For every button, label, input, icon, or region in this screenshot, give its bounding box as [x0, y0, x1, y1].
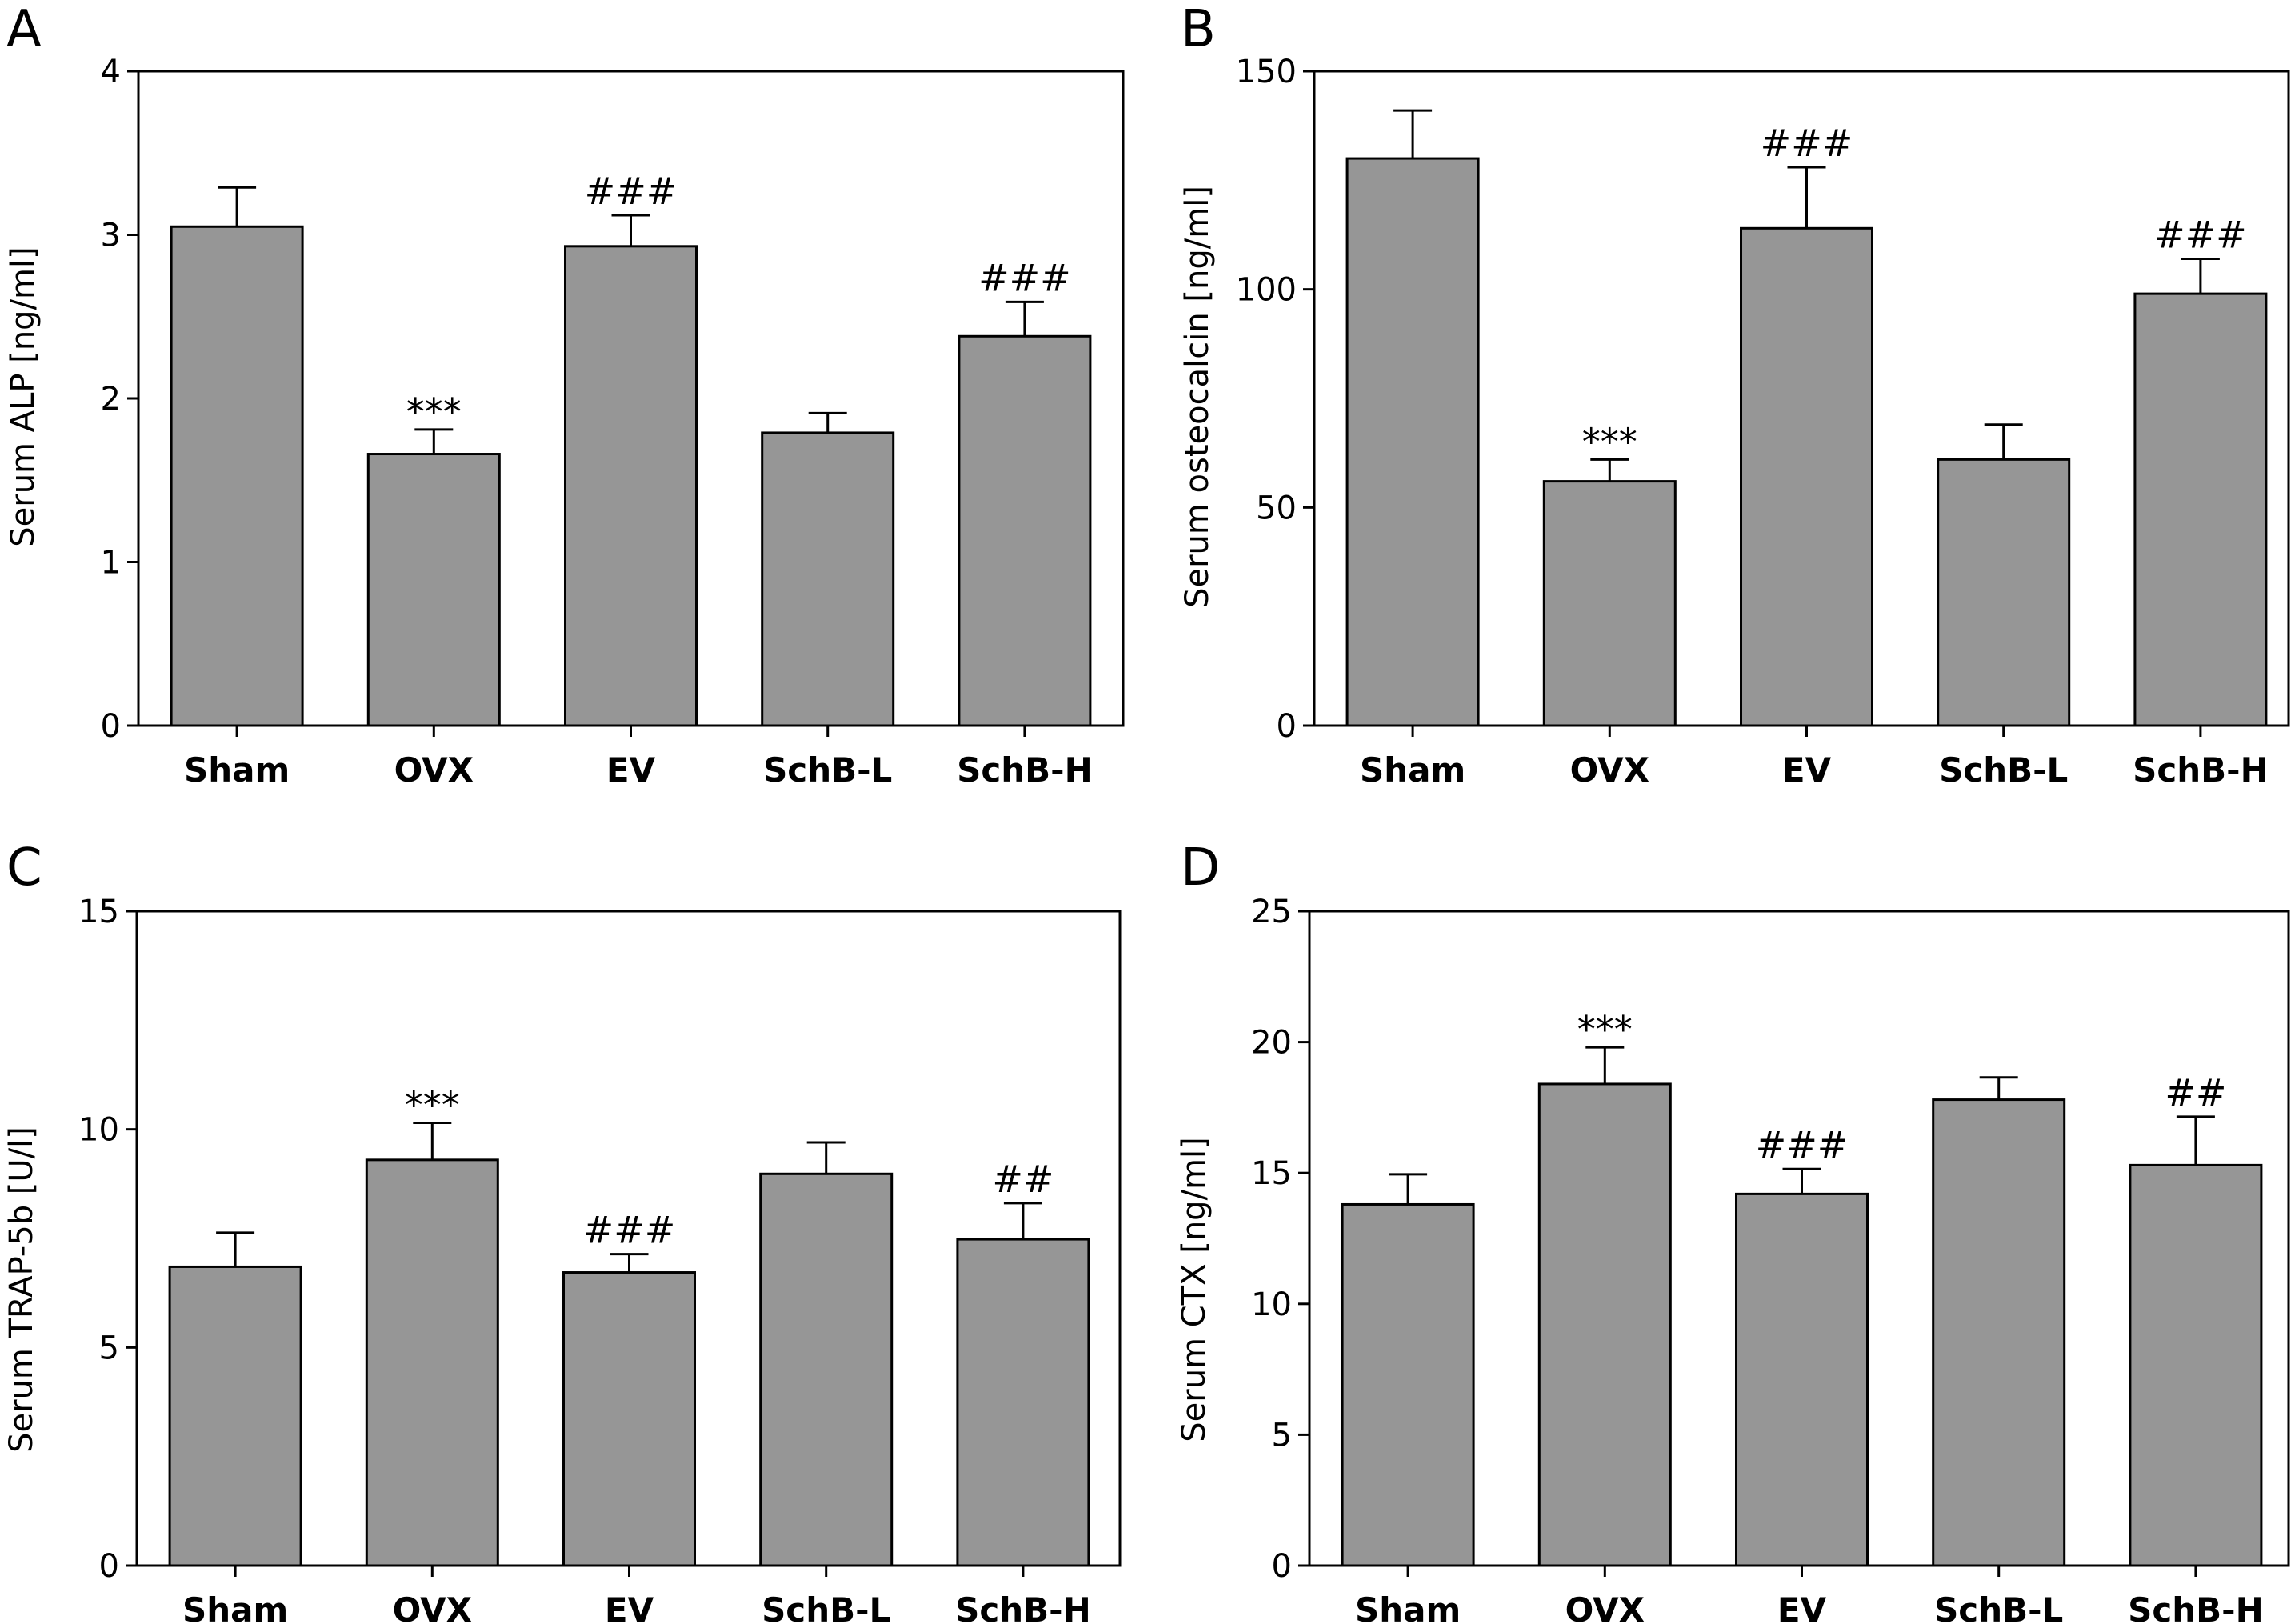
significance-label: ### [583, 1209, 676, 1252]
plot-area-a: 0 1 2 3 4 Sham OVX *** EV ### SchB-L SchB-H ### [101, 54, 1125, 790]
x-tick-label: OVX [1565, 1590, 1645, 1624]
significance-label: ### [585, 170, 678, 213]
bar [1937, 458, 2071, 727]
y-tick-label: 4 [101, 54, 121, 90]
bar [761, 431, 895, 727]
bar [1542, 480, 1677, 727]
bar [562, 1271, 696, 1567]
y-tick-label: 0 [99, 1548, 119, 1585]
bar [956, 1238, 1090, 1567]
x-tick-label: Sham [184, 750, 290, 790]
x-tick-label: OVX [394, 750, 474, 790]
panel-letter-d: D [1181, 838, 1220, 898]
panel-a: A Serum ALP [ng/ml] 0 1 2 3 4 Sham OVX *** EV ###… [5, 0, 1125, 790]
bar [958, 334, 1092, 727]
y-axis-title-c: Serum TRAP-5b [U/l] [3, 1126, 40, 1453]
y-tick-label: 10 [1251, 1286, 1292, 1323]
y-tick-label: 15 [1251, 1155, 1292, 1192]
x-tick-label: Sham [182, 1590, 288, 1624]
y-tick-label: 50 [1256, 490, 1297, 526]
bar [1932, 1098, 2066, 1567]
bar [366, 453, 501, 727]
x-tick-label: SchB-L [762, 1590, 890, 1624]
significance-label: ### [1756, 1123, 1849, 1166]
x-tick-label: EV [1777, 1590, 1827, 1624]
y-tick-label: 25 [1251, 894, 1292, 930]
y-tick-label: 20 [1251, 1025, 1292, 1062]
x-tick-label: EV [605, 1590, 654, 1624]
panel-letter-a: A [6, 0, 42, 59]
bar [1740, 226, 1873, 727]
panel-c: C Serum TRAP-5b [U/l] 0 5 10 15 Sham OVX *** EV… [3, 838, 1122, 1624]
bar [1537, 1082, 1672, 1567]
y-tick-label: 3 [101, 218, 121, 254]
x-tick-label: SchB-H [955, 1590, 1091, 1624]
y-axis-title-a: Serum ALP [ng/ml] [5, 246, 42, 546]
significance-label: ## [992, 1158, 1054, 1201]
y-tick-label: 10 [78, 1112, 119, 1149]
y-tick-label: 150 [1236, 54, 1297, 90]
y-tick-label: 1 [101, 545, 121, 582]
plot-area-b: 0 50 100 150 Sham OVX *** EV ### SchB-L SchB-H ### [1236, 54, 2290, 790]
y-tick-label: 0 [1272, 1548, 1292, 1585]
bar [2133, 292, 2268, 727]
y-tick-label: 100 [1236, 272, 1297, 309]
y-axis-title-b: Serum osteocalcin [ng/ml] [1179, 186, 1216, 608]
x-tick-label: SchB-L [763, 750, 892, 790]
y-axis-title-d: Serum CTX [ng/ml] [1176, 1137, 1213, 1442]
y-tick-label: 5 [99, 1330, 119, 1366]
panel-b: B Serum osteocalcin [ng/ml] 0 50 100 150 Sha… [1179, 0, 2290, 790]
bar [168, 1265, 302, 1567]
panel-letter-b: B [1181, 0, 1216, 59]
plot-area-c: 0 5 10 15 Sham OVX *** EV ### SchB-L SchB-H ## [78, 894, 1122, 1624]
y-tick-label: 5 [1272, 1417, 1292, 1454]
y-tick-label: 0 [101, 708, 121, 745]
x-tick-label: SchB-L [1939, 750, 2068, 790]
panel-letter-c: C [6, 838, 42, 898]
x-tick-label: EV [606, 750, 656, 790]
x-tick-label: EV [1782, 750, 1832, 790]
significance-label: *** [1577, 1008, 1633, 1051]
significance-label: *** [1582, 420, 1637, 463]
significance-label: *** [405, 1083, 460, 1126]
bar [1735, 1192, 1869, 1567]
bar [1345, 157, 1480, 727]
significance-label: ### [978, 256, 1071, 299]
x-tick-label: OVX [393, 1590, 472, 1624]
y-tick-label: 0 [1277, 708, 1297, 745]
bar [564, 245, 698, 727]
bar [170, 225, 304, 727]
x-tick-label: SchB-L [1934, 1590, 2063, 1624]
bar [2129, 1163, 2263, 1567]
x-tick-label: SchB-H [2133, 750, 2269, 790]
x-tick-label: OVX [1570, 750, 1649, 790]
significance-label: ### [2154, 213, 2247, 256]
bar [1341, 1202, 1475, 1567]
x-tick-label: Sham [1360, 750, 1465, 790]
bar [759, 1172, 894, 1567]
bar [365, 1158, 499, 1567]
y-tick-label: 15 [78, 894, 119, 930]
plot-area-d: 0 5 10 15 20 25 Sham OVX *** EV ### SchB-L SchB-H ## [1251, 894, 2290, 1624]
significance-label: ### [1761, 122, 1853, 165]
panel-d: D Serum CTX [ng/ml] 0 5 10 15 20 25 Sham OVX ***… [1176, 838, 2290, 1624]
x-tick-label: SchB-H [957, 750, 1093, 790]
x-tick-label: Sham [1355, 1590, 1461, 1624]
y-tick-label: 2 [101, 381, 121, 418]
significance-label: ## [2165, 1071, 2226, 1114]
significance-label: *** [406, 390, 462, 434]
x-tick-label: SchB-H [2128, 1590, 2264, 1624]
